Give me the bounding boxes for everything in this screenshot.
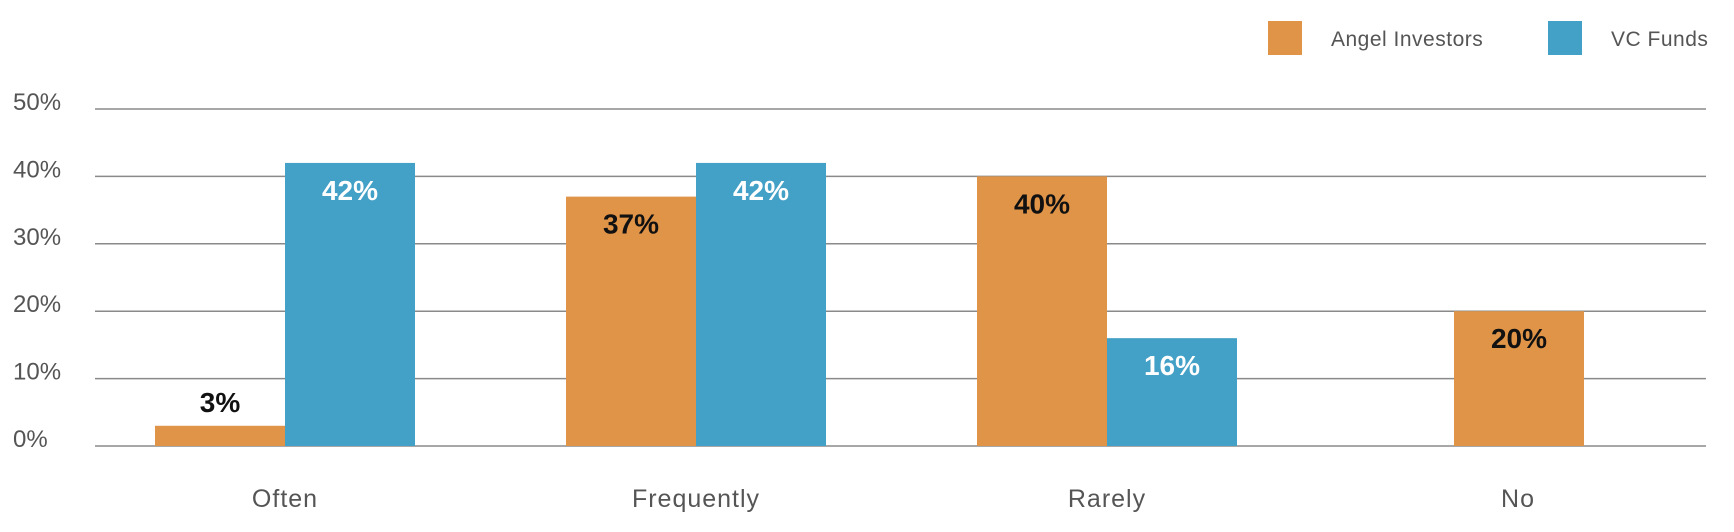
y-tick-label: 50% bbox=[13, 89, 61, 116]
y-tick-label: 0% bbox=[13, 426, 48, 453]
legend-label: Angel Investors bbox=[1331, 28, 1483, 51]
y-tick-label: 30% bbox=[13, 224, 61, 251]
category-label: Frequently bbox=[632, 485, 760, 513]
x-axis-categories: Often Frequently Rarely No bbox=[252, 485, 1535, 513]
data-label: 42% bbox=[322, 175, 378, 206]
category-label: Rarely bbox=[1068, 485, 1146, 513]
data-label: 20% bbox=[1491, 323, 1547, 354]
legend-swatch bbox=[1268, 21, 1302, 55]
y-tick-label: 10% bbox=[13, 359, 61, 386]
y-tick-label: 40% bbox=[13, 156, 61, 183]
bar-vc-funds bbox=[285, 162, 415, 447]
legend-swatch bbox=[1548, 21, 1582, 55]
y-axis-ticks: 0% 10% 20% 30% 40% 50% bbox=[13, 89, 61, 453]
bar-angel-investors bbox=[155, 425, 285, 446]
bar-angel-investors bbox=[566, 196, 696, 446]
category-label: Often bbox=[252, 485, 318, 513]
legend: Angel Investors VC Funds bbox=[1268, 21, 1708, 55]
legend-label: VC Funds bbox=[1611, 28, 1708, 51]
data-labels: 3% 42% 37% 42% 40% 16% 20% bbox=[200, 175, 1547, 418]
category-label: No bbox=[1501, 485, 1535, 513]
data-label: 42% bbox=[733, 175, 789, 206]
y-tick-label: 20% bbox=[13, 291, 61, 318]
bars bbox=[155, 162, 1584, 447]
data-label: 3% bbox=[200, 387, 241, 418]
bar-angel-investors bbox=[1454, 311, 1584, 446]
data-label: 16% bbox=[1144, 350, 1200, 381]
data-label: 37% bbox=[603, 209, 659, 240]
data-label: 40% bbox=[1014, 188, 1070, 219]
bar-vc-funds bbox=[696, 162, 826, 447]
bar-angel-investors bbox=[977, 176, 1107, 446]
bar-vc-funds bbox=[1107, 338, 1237, 446]
